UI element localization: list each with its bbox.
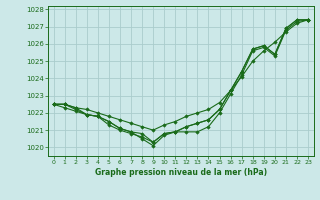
X-axis label: Graphe pression niveau de la mer (hPa): Graphe pression niveau de la mer (hPa) (95, 168, 267, 177)
